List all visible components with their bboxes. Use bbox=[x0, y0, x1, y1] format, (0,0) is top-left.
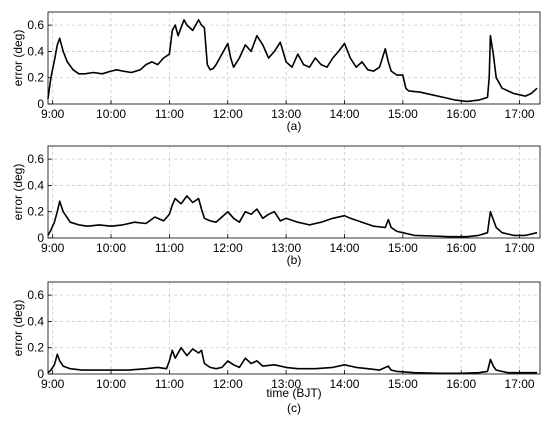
x-tick-label: 16:00 bbox=[446, 241, 476, 255]
y-axis-label: error (deg) bbox=[11, 164, 25, 221]
plot-frame bbox=[47, 145, 541, 239]
x-tick-label: 9:00 bbox=[41, 107, 65, 121]
x-axis-label: time (BJT) bbox=[266, 386, 321, 400]
x-tick-label: 15:00 bbox=[388, 377, 418, 391]
x-tick-label: 12:00 bbox=[213, 107, 243, 121]
y-tick-label: 0.4 bbox=[27, 44, 44, 58]
x-tick-label: 15:00 bbox=[388, 107, 418, 121]
plot-frame bbox=[47, 281, 541, 375]
x-tick-label: 17:00 bbox=[505, 107, 535, 121]
x-tick-label: 14:00 bbox=[329, 241, 359, 255]
y-tick-label: 0 bbox=[37, 231, 44, 245]
x-tick-label: 14:00 bbox=[329, 107, 359, 121]
x-tick-label: 17:00 bbox=[505, 377, 535, 391]
y-tick-label: 0.6 bbox=[27, 152, 44, 166]
panel-caption: (c) bbox=[287, 401, 301, 415]
x-tick-label: 11:00 bbox=[155, 107, 184, 121]
y-tick-label: 0 bbox=[37, 367, 44, 381]
x-tick-label: 10:00 bbox=[96, 377, 126, 391]
x-tick-label: 9:00 bbox=[41, 241, 65, 255]
panel-a: 0 0.2 0.4 0.6 9:00 10:00 11:00 12:00 13:00 14:00 1… bbox=[11, 11, 541, 133]
x-tick-label: 14:00 bbox=[329, 377, 359, 391]
y-axis-label: error (deg) bbox=[11, 30, 25, 87]
x-tick-label: 17:00 bbox=[505, 241, 535, 255]
x-tick-label: 10:00 bbox=[96, 241, 126, 255]
y-tick-label: 0.4 bbox=[27, 178, 44, 192]
y-tick-label: 0.2 bbox=[27, 205, 44, 219]
panel-b: 0 0.2 0.4 0.6 9:00 10:00 11:00 12:00 13:00 14:00 1… bbox=[11, 145, 541, 267]
x-tick-label: 9:00 bbox=[41, 377, 65, 391]
x-tick-label: 15:00 bbox=[388, 241, 418, 255]
y-tick-label: 0.2 bbox=[27, 71, 44, 85]
plot-frame bbox=[47, 11, 541, 105]
x-tick-label: 12:00 bbox=[213, 377, 243, 391]
panel-caption: (b) bbox=[287, 253, 302, 267]
x-tick-label: 12:00 bbox=[213, 241, 243, 255]
y-tick-label: 0.4 bbox=[27, 314, 44, 328]
y-tick-label: 0.6 bbox=[27, 288, 44, 302]
x-tick-label: 11:00 bbox=[155, 241, 184, 255]
x-tick-label: 11:00 bbox=[155, 377, 184, 391]
series-line bbox=[47, 195, 538, 238]
series-line bbox=[47, 346, 538, 375]
x-tick-label: 13:00 bbox=[271, 241, 301, 255]
x-tick-label: 13:00 bbox=[271, 107, 301, 121]
x-tick-label: 16:00 bbox=[446, 377, 476, 391]
y-tick-label: 0.6 bbox=[27, 18, 44, 32]
y-axis-label: error (deg) bbox=[11, 300, 25, 357]
x-tick-label: 13:00 bbox=[271, 377, 301, 391]
panel-c: 0 0.2 0.4 0.6 9:00 10:00 11:00 12:00 13:00 14:00 1… bbox=[11, 281, 541, 415]
y-tick-label: 0 bbox=[37, 97, 44, 111]
y-tick-label: 0.2 bbox=[27, 341, 44, 355]
x-tick-label: 10:00 bbox=[96, 107, 126, 121]
panel-caption: (a) bbox=[287, 119, 302, 133]
x-tick-label: 16:00 bbox=[446, 107, 476, 121]
series-line bbox=[47, 19, 538, 103]
